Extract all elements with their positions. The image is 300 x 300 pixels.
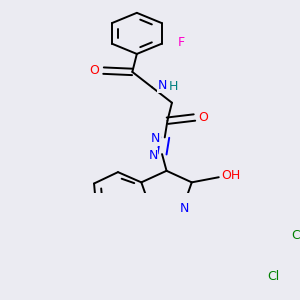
Text: Cl: Cl bbox=[267, 270, 280, 283]
Text: OH: OH bbox=[222, 169, 241, 182]
Text: Cl: Cl bbox=[292, 229, 300, 242]
Text: N: N bbox=[158, 79, 167, 92]
Text: N: N bbox=[151, 132, 160, 145]
Text: N: N bbox=[148, 149, 158, 162]
Text: N: N bbox=[180, 202, 189, 214]
Text: O: O bbox=[90, 64, 100, 77]
Text: F: F bbox=[178, 36, 185, 49]
Text: O: O bbox=[199, 111, 208, 124]
Text: H: H bbox=[169, 80, 178, 92]
